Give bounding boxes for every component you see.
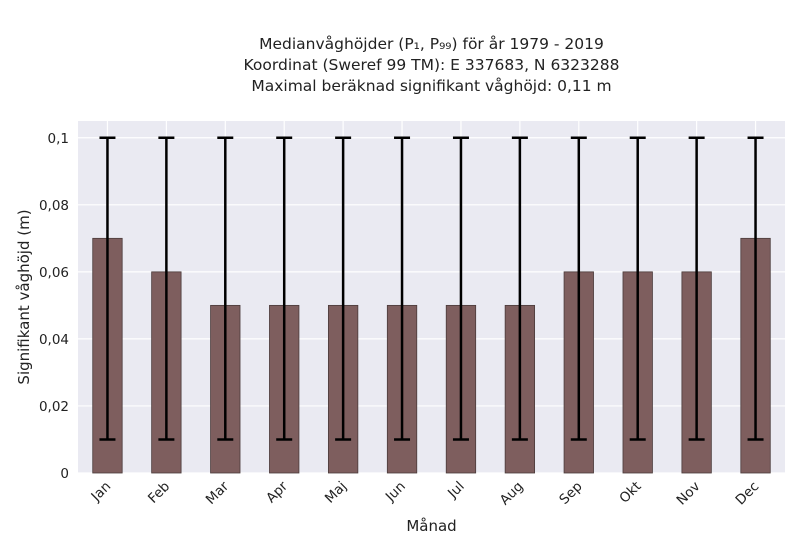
title-line-2: Koordinat (Sweref 99 TM): E 337683, N 63… <box>243 56 620 74</box>
error-bar-dec <box>747 136 764 441</box>
x-tick-label-jan: Jan <box>88 479 115 506</box>
y-tick-label: 0,02 <box>39 399 69 415</box>
y-tick-label: 0,06 <box>39 265 69 281</box>
x-tick-label-jun: Jun <box>382 479 409 506</box>
error-bar-jul <box>452 136 469 441</box>
x-tick-label-okt: Okt <box>616 479 644 507</box>
x-tick-label-sep: Sep <box>556 479 585 508</box>
error-bar-jun <box>394 136 411 441</box>
x-tick-label-dec: Dec <box>733 479 763 509</box>
x-tick-label-mar: Mar <box>203 478 233 508</box>
x-tick-label-nov: Nov <box>674 479 704 509</box>
error-bar-mar <box>217 136 234 441</box>
error-bar-feb <box>158 136 175 441</box>
error-bar-apr <box>276 136 293 441</box>
error-bar-maj <box>335 136 352 441</box>
y-tick-label: 0,08 <box>39 198 69 214</box>
x-tick-label-feb: Feb <box>145 479 173 507</box>
error-bars <box>99 136 764 441</box>
error-bar-sep <box>570 136 587 441</box>
y-tick-label: 0 <box>60 466 69 482</box>
chart-title: Medianvåghöjder (P₁, P₉₉) för år 1979 - … <box>78 34 785 97</box>
y-tick-labels: 0 0,02 0,04 0,06 0,08 0,1 <box>39 131 69 482</box>
error-bar-okt <box>629 136 646 441</box>
x-tick-label-aug: Aug <box>497 479 527 509</box>
x-tick-label-maj: Maj <box>322 479 350 507</box>
x-tick-label-jul: Jul <box>444 479 468 503</box>
plot-area <box>78 121 785 473</box>
x-tick-labels: Jan Feb Mar Apr Maj Jun Jul Aug Sep Okt Nov Dec <box>88 478 763 508</box>
y-tick-label: 0,04 <box>39 332 69 348</box>
error-bar-nov <box>688 136 705 441</box>
title-line-3: Maximal beräknad signifikant våghöjd: 0,… <box>251 77 612 95</box>
y-tick-label: 0,1 <box>48 131 69 147</box>
x-tick-label-apr: Apr <box>263 478 291 506</box>
error-bar-aug <box>511 136 528 441</box>
error-bar-jan <box>99 136 116 441</box>
title-line-1: Medianvåghöjder (P₁, P₉₉) för år 1979 - … <box>259 35 604 53</box>
x-axis-label: Månad <box>406 517 456 535</box>
y-axis-label: Signifikant våghöjd (m) <box>15 209 33 384</box>
